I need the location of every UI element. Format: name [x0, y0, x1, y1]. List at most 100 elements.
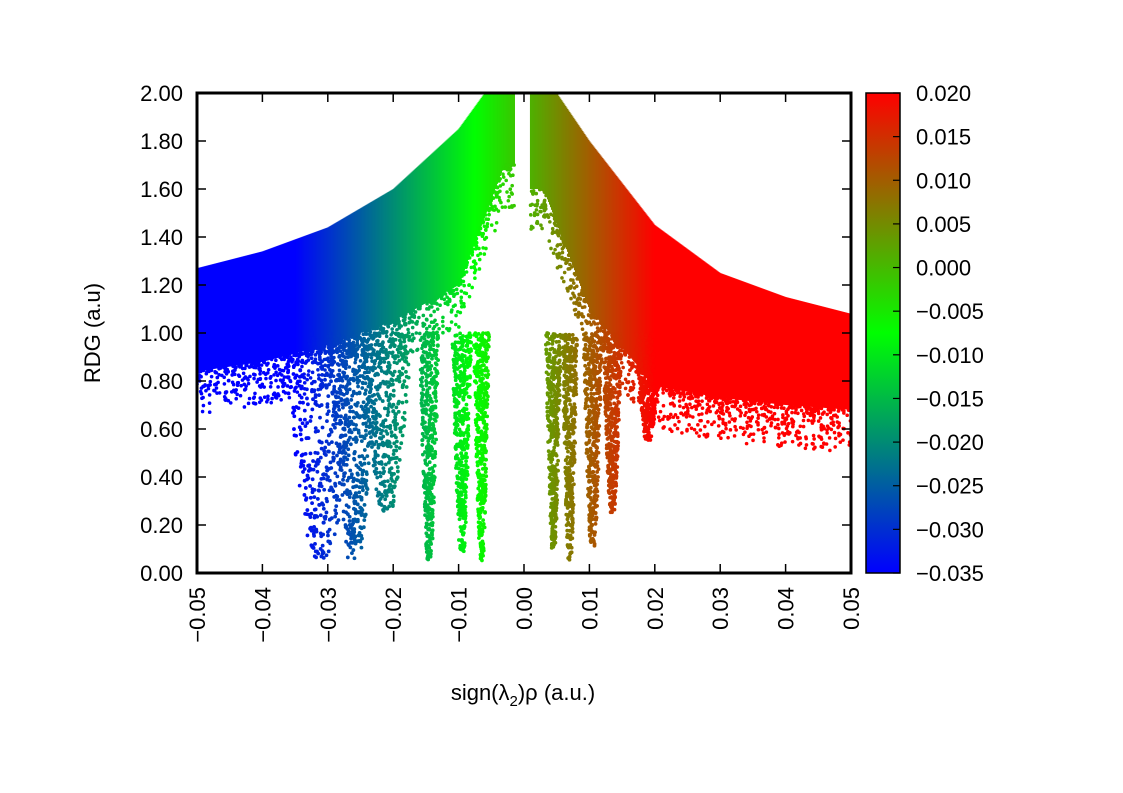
- scatter-point: [453, 350, 458, 355]
- scatter-point: [378, 470, 382, 475]
- scatter-band-strip: [344, 217, 346, 339]
- scatter-point: [319, 446, 324, 451]
- scatter-point: [459, 445, 463, 449]
- scatter-point: [534, 191, 539, 196]
- scatter-point: [217, 391, 222, 395]
- scatter-point: [427, 535, 432, 539]
- scatter-point: [362, 448, 367, 452]
- scatter-point: [379, 326, 384, 331]
- scatter-point: [355, 502, 360, 507]
- scatter-point: [671, 391, 675, 396]
- scatter-band-strip: [617, 177, 619, 343]
- scatter-point: [313, 393, 318, 397]
- scatter-point: [768, 416, 773, 421]
- scatter-band-strip: [718, 271, 720, 398]
- scatter-point: [480, 234, 485, 238]
- scatter-band-strip: [722, 273, 724, 399]
- scatter-point: [485, 398, 490, 402]
- scatter-point: [421, 392, 426, 397]
- scatter-point: [431, 347, 436, 352]
- scatter-point: [743, 430, 747, 434]
- scatter-point: [373, 451, 378, 456]
- scatter-band-strip: [801, 301, 803, 407]
- scatter-point: [332, 387, 337, 392]
- scatter-band-strip: [350, 213, 352, 337]
- scatter-band-strip: [530, 93, 533, 189]
- scatter-band-strip: [432, 152, 434, 300]
- scatter-point: [485, 222, 490, 226]
- scatter-point: [486, 217, 491, 222]
- scatter-band-strip: [204, 266, 206, 371]
- scatter-point: [762, 404, 766, 409]
- scatter-point: [741, 426, 745, 431]
- scatter-band-strip: [694, 254, 696, 394]
- scatter-band-strip: [198, 267, 200, 372]
- scatter-band-strip: [782, 296, 784, 405]
- scatter-point: [685, 411, 690, 416]
- scatter-point: [226, 398, 231, 403]
- scatter-band-strip: [481, 96, 483, 224]
- scatter-point: [383, 497, 388, 502]
- scatter-point: [790, 410, 794, 415]
- scatter-point: [454, 386, 459, 391]
- scatter-band-strip: [592, 145, 594, 313]
- scatter-point: [328, 331, 333, 336]
- scatter-band-strip: [649, 218, 651, 380]
- scatter-point: [477, 257, 482, 262]
- scatter-band-strip: [602, 158, 604, 325]
- scatter-band-strip: [593, 146, 595, 314]
- scatter-point: [426, 491, 431, 496]
- scatter-point: [454, 313, 458, 318]
- scatter-band-strip: [721, 273, 723, 398]
- scatter-point: [311, 336, 316, 341]
- scatter-point: [838, 440, 843, 444]
- scatter-band-strip: [232, 258, 234, 367]
- scatter-band-strip: [544, 93, 547, 195]
- scatter-point: [334, 378, 338, 383]
- scatter-point: [408, 310, 412, 314]
- scatter-point: [780, 420, 784, 425]
- scatter-point: [345, 457, 350, 462]
- scatter-band-strip: [311, 233, 313, 350]
- scatter-band-strip: [288, 241, 290, 355]
- scatter-point: [548, 220, 552, 224]
- scatter-point: [334, 497, 339, 502]
- scatter-point: [738, 404, 743, 409]
- scatter-point: [309, 349, 313, 353]
- scatter-point: [420, 452, 425, 457]
- scatter-point: [779, 441, 784, 445]
- scatter-point: [717, 414, 721, 419]
- scatter-point: [361, 336, 366, 341]
- scatter-point: [410, 314, 414, 319]
- scatter-point: [818, 416, 823, 420]
- scatter-point: [602, 328, 607, 333]
- scatter-point: [310, 407, 315, 412]
- scatter-point: [334, 415, 339, 420]
- scatter-band-strip: [552, 93, 555, 216]
- scatter-band-strip: [701, 259, 703, 395]
- scatter-point: [337, 386, 342, 391]
- scatter-point: [421, 387, 426, 392]
- scatter-point: [427, 324, 432, 329]
- scatter-point: [379, 462, 384, 466]
- scatter-point: [727, 420, 732, 424]
- scatter-point: [464, 485, 469, 489]
- scatter-point: [599, 321, 604, 326]
- scatter-point: [302, 392, 307, 396]
- scatter-band-strip: [796, 299, 798, 406]
- scatter-point: [339, 376, 344, 381]
- scatter-point: [478, 358, 483, 363]
- scatter-point: [461, 334, 465, 338]
- scatter-point: [259, 398, 264, 402]
- scatter-point: [788, 431, 792, 435]
- scatter-point: [393, 415, 398, 420]
- scatter-band-strip: [511, 93, 513, 165]
- scatter-band-strip: [268, 248, 270, 361]
- scatter-point: [344, 462, 349, 467]
- scatter-point: [483, 344, 487, 349]
- scatter-band-strip: [501, 93, 503, 171]
- scatter-point: [425, 549, 430, 554]
- scatter-point: [420, 437, 425, 442]
- scatter-point: [327, 382, 331, 387]
- scatter-band-strip: [379, 196, 381, 326]
